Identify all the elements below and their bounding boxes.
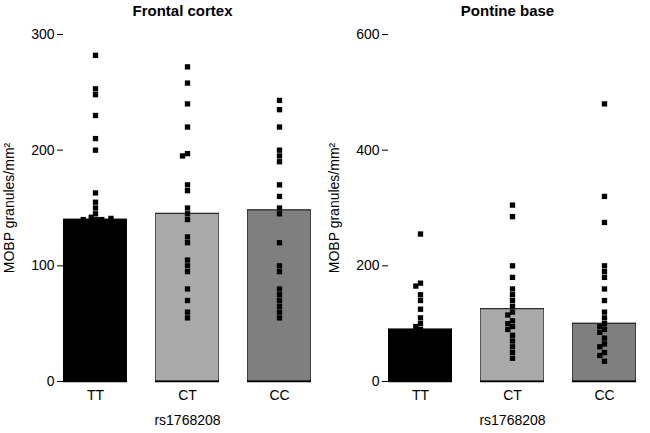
svg-text:600: 600 <box>356 26 380 42</box>
html-text:Pontine base: Pontine base <box>460 2 555 19</box>
svg-text:300: 300 <box>31 26 55 42</box>
svg-text:rs1768208: rs1768208 <box>479 412 545 428</box>
svg-text:0: 0 <box>372 373 380 389</box>
svg-text:200: 200 <box>31 142 55 158</box>
svg-text:CC: CC <box>594 387 614 403</box>
svg-text:CC: CC <box>269 387 289 403</box>
svg-text:CT: CT <box>503 387 522 403</box>
svg-text:rs1768208: rs1768208 <box>154 412 220 428</box>
html-text:Frontal cortex: Frontal cortex <box>132 2 233 19</box>
svg-text:TT: TT <box>87 387 105 403</box>
svg-text:MOBP granules/mm²: MOBP granules/mm² <box>1 142 17 273</box>
svg-text:CT: CT <box>178 387 197 403</box>
svg-text:400: 400 <box>356 142 380 158</box>
svg-text:100: 100 <box>31 257 55 273</box>
svg-text:0: 0 <box>47 373 55 389</box>
svg-text:MOBP granules/mm²: MOBP granules/mm² <box>326 142 342 273</box>
svg-text:TT: TT <box>412 387 430 403</box>
svg-text:200: 200 <box>356 257 380 273</box>
